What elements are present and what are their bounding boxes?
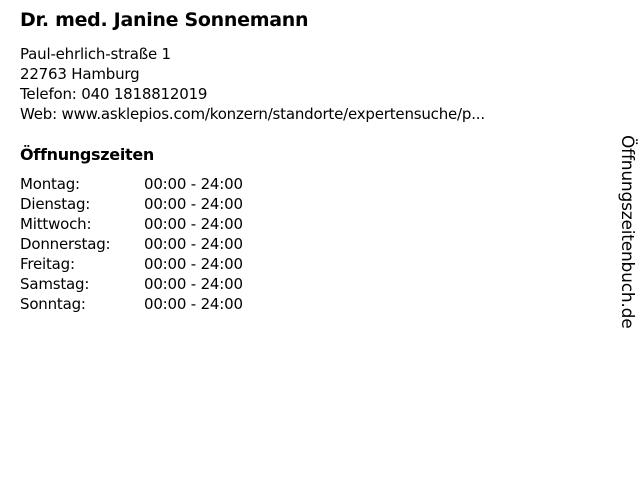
website: Web: www.asklepios.com/konzern/standorte… [20, 105, 485, 123]
hours-row: Freitag: 00:00 - 24:00 [20, 254, 243, 274]
time: 00:00 - 24:00 [144, 175, 243, 193]
day: Montag: [20, 175, 80, 193]
hours-row: Montag: 00:00 - 24:00 [20, 174, 243, 194]
hours-row: Samstag: 00:00 - 24:00 [20, 274, 243, 294]
time: 00:00 - 24:00 [144, 195, 243, 213]
phone: Telefon: 040 1818812019 [20, 85, 208, 103]
hours-row: Mittwoch: 00:00 - 24:00 [20, 214, 243, 234]
page-title: Dr. med. Janine Sonnemann [20, 9, 309, 31]
time: 00:00 - 24:00 [144, 235, 243, 253]
time: 00:00 - 24:00 [144, 255, 243, 273]
day: Freitag: [20, 255, 75, 273]
hours-table: Montag: 00:00 - 24:00 Dienstag: 00:00 - 24… [20, 174, 243, 314]
address-block: Paul-ehrlich-straße 1 22763 Hamburg Tele… [20, 44, 485, 124]
hours-row: Donnerstag: 00:00 - 24:00 [20, 234, 243, 254]
day: Mittwoch: [20, 215, 92, 233]
hours-heading: Öffnungszeiten [20, 145, 155, 164]
time: 00:00 - 24:00 [144, 275, 243, 293]
time: 00:00 - 24:00 [144, 295, 243, 313]
city: 22763 Hamburg [20, 65, 140, 83]
day: Sonntag: [20, 295, 86, 313]
street: Paul-ehrlich-straße 1 [20, 45, 171, 63]
watermark: Öffnungszeitenbuch.de [617, 135, 637, 329]
hours-row: Sonntag: 00:00 - 24:00 [20, 294, 243, 314]
day: Dienstag: [20, 195, 91, 213]
day: Donnerstag: [20, 235, 111, 253]
time: 00:00 - 24:00 [144, 215, 243, 233]
hours-row: Dienstag: 00:00 - 24:00 [20, 194, 243, 214]
day: Samstag: [20, 275, 90, 293]
